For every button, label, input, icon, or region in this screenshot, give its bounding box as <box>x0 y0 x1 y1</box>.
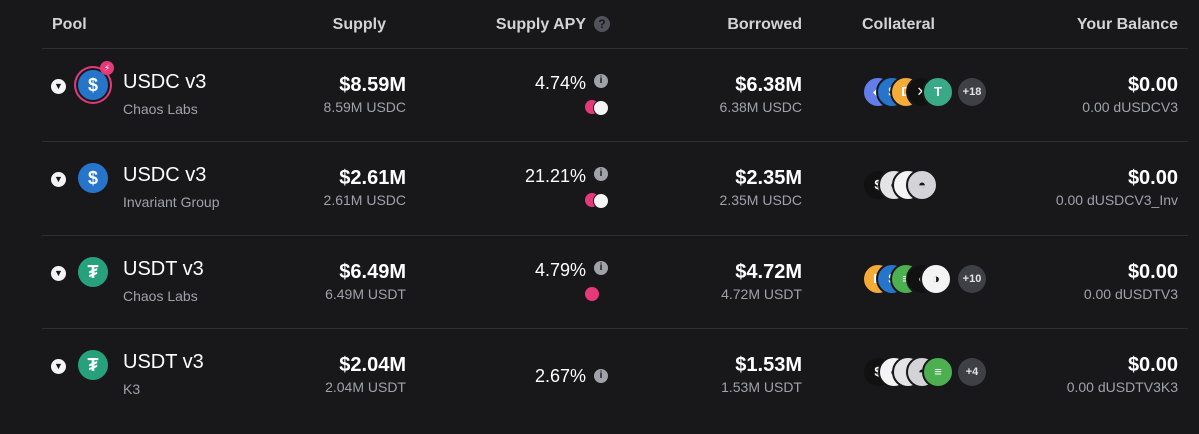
borrowed-usd: $1.53M <box>735 354 802 376</box>
info-icon[interactable]: i <box>594 74 608 88</box>
info-icon[interactable]: i <box>594 167 608 181</box>
more-collateral-badge[interactable]: +18 <box>958 78 986 106</box>
supply-apy: 2.67% <box>534 366 586 386</box>
expand-arrow-icon[interactable]: ▼ <box>51 359 66 374</box>
borrowed-token: 6.38M USDC <box>719 99 802 115</box>
table-header: Pool Supply Supply APY ? Borrowed Collat… <box>0 0 1199 48</box>
column-header-supply[interactable]: Supply <box>332 16 386 33</box>
usdc-icon: $ <box>78 70 108 100</box>
supply-apy: 21.21% <box>524 166 586 186</box>
usdt-icon: ₮ <box>78 257 108 287</box>
supply-token: 6.49M USDT <box>325 286 406 302</box>
borrowed-token: 4.72M USDT <box>721 286 802 302</box>
table-row[interactable]: ▼ ₮ USDT v3 K3 $2.04M 2.04M USDT 2.67% i… <box>42 328 1188 422</box>
balance-usd: $0.00 <box>1127 74 1178 96</box>
supply-token: 8.59M USDC <box>323 99 406 115</box>
supply-usd: $6.49M <box>339 261 406 283</box>
table-row[interactable]: ▼ $ ⚡ USDC v3 Chaos Labs $8.59M 8.59M US… <box>42 48 1188 142</box>
balance-usd: $0.00 <box>1127 354 1178 376</box>
pool-name: USDT v3 <box>123 258 204 280</box>
supply-token: 2.61M USDC <box>323 192 406 208</box>
balance-token: 0.00 dUSDTV3K3 <box>1066 379 1178 395</box>
column-header-collateral: Collateral <box>862 16 935 33</box>
pool-curator: Chaos Labs <box>123 101 198 117</box>
info-icon[interactable]: i <box>594 261 608 275</box>
info-icon[interactable]: i <box>594 369 608 383</box>
supply-apy: 4.79% <box>534 260 586 280</box>
collateral-icons[interactable]: ◆ $ D ✕ T +18 <box>862 76 1032 108</box>
column-header-supply-apy[interactable]: Supply APY <box>495 16 586 33</box>
table-row[interactable]: ▼ ₮ USDT v3 Chaos Labs $6.49M 6.49M USDT… <box>42 235 1188 329</box>
supply-usd: $8.59M <box>339 74 406 96</box>
collateral-icons[interactable]: D $ ≡ ◐ ◑ +10 <box>862 263 1032 295</box>
column-header-borrowed[interactable]: Borrowed <box>727 16 802 33</box>
question-icon[interactable]: ? <box>594 16 610 32</box>
reward-token-icon <box>585 98 609 116</box>
expand-arrow-icon[interactable]: ▼ <box>51 172 66 187</box>
collateral-icons[interactable]: $ ◐ ◑ ◓ <box>862 169 1032 201</box>
table-row[interactable]: ▼ $ USDC v3 Invariant Group $2.61M 2.61M… <box>42 141 1188 235</box>
pool-name: USDC v3 <box>123 164 207 186</box>
pool-name: USDT v3 <box>123 351 204 373</box>
usdt-icon: ₮ <box>78 350 108 380</box>
column-header-your-balance[interactable]: Your Balance <box>1076 16 1178 33</box>
token-icon: ≡ <box>922 356 954 388</box>
supply-usd: $2.61M <box>339 167 406 189</box>
borrowed-token: 1.53M USDT <box>721 379 802 395</box>
token-icon: ◑ <box>920 263 952 295</box>
balance-token: 0.00 dUSDCV3_Inv <box>1055 192 1178 208</box>
usdc-icon: $ <box>78 163 108 193</box>
balance-usd: $0.00 <box>1127 167 1178 189</box>
balance-token: 0.00 dUSDTV3 <box>1083 286 1178 302</box>
pool-curator: Invariant Group <box>123 194 220 210</box>
reward-token-icon <box>585 285 609 303</box>
pool-name: USDC v3 <box>123 71 207 93</box>
balance-usd: $0.00 <box>1127 261 1178 283</box>
reward-token-icon <box>585 191 609 209</box>
borrowed-usd: $6.38M <box>735 74 802 96</box>
balance-token: 0.00 dUSDCV3 <box>1082 99 1178 115</box>
supply-usd: $2.04M <box>339 354 406 376</box>
supply-apy: 4.74% <box>534 73 586 93</box>
pool-curator: Chaos Labs <box>123 288 198 304</box>
token-icon: ◓ <box>906 169 938 201</box>
supply-token: 2.04M USDT <box>325 379 406 395</box>
column-header-pool[interactable]: Pool <box>52 16 87 33</box>
collateral-icons[interactable]: $ ◐ ◑ ◓ ≡ +4 <box>862 356 1032 388</box>
lightning-icon: ⚡ <box>100 61 114 75</box>
expand-arrow-icon[interactable]: ▼ <box>51 79 66 94</box>
borrowed-usd: $4.72M <box>735 261 802 283</box>
more-collateral-badge[interactable]: +4 <box>958 358 986 386</box>
borrowed-token: 2.35M USDC <box>719 192 802 208</box>
borrowed-usd: $2.35M <box>735 167 802 189</box>
expand-arrow-icon[interactable]: ▼ <box>51 266 66 281</box>
tether-gold-icon: T <box>922 76 954 108</box>
more-collateral-badge[interactable]: +10 <box>958 265 986 293</box>
pool-curator: K3 <box>123 381 141 397</box>
